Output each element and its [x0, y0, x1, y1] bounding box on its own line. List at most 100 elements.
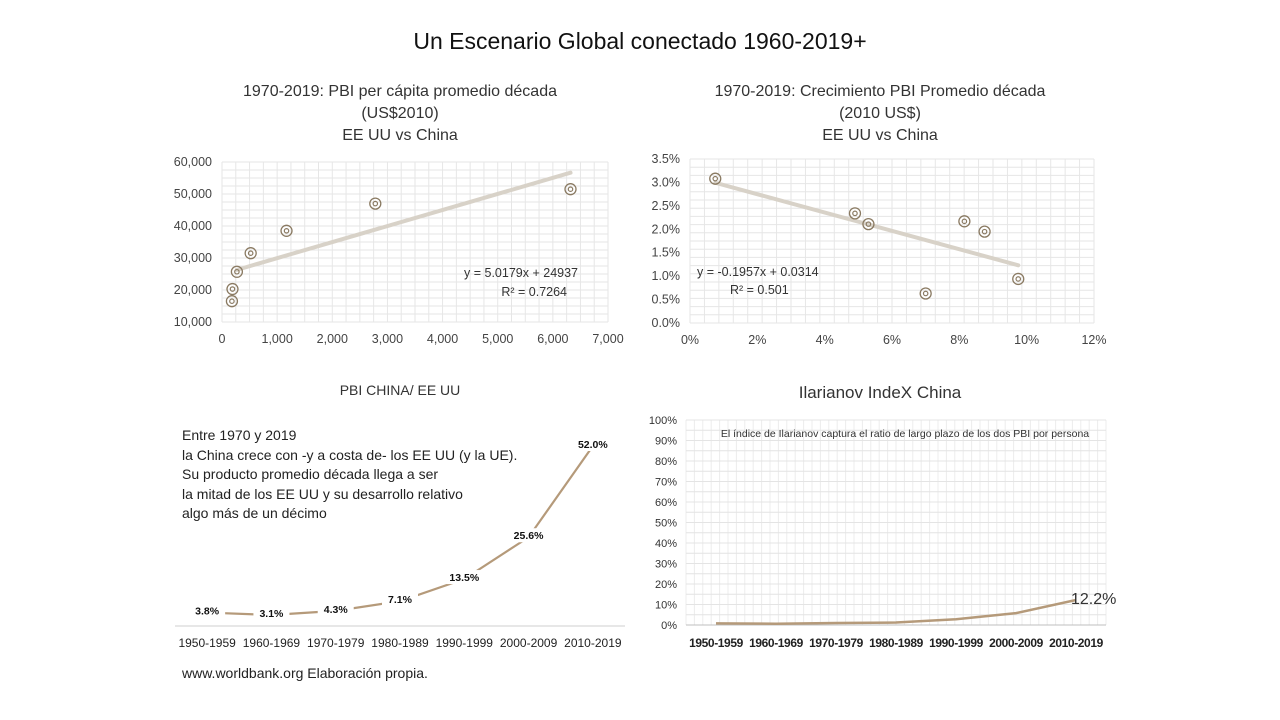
data-point-inner: [372, 200, 379, 207]
trendline: [234, 170, 573, 272]
y-tick-label: 70%: [655, 477, 677, 489]
y-tick-label: 50,000: [174, 187, 212, 201]
y-tick-label: 10,000: [174, 315, 212, 329]
data-label: 4.3%: [324, 604, 349, 616]
end-value-label: 12.2%: [1071, 591, 1116, 608]
y-tick-label: 1.5%: [652, 246, 681, 260]
data-label: 7.1%: [388, 594, 413, 606]
slide-title: Un Escenario Global conectado 1960-2019+: [413, 28, 867, 54]
data-point-inner: [922, 290, 929, 297]
data-point-inner: [981, 228, 988, 235]
x-tick-label: 8%: [950, 333, 968, 347]
data-label-bg: [446, 570, 483, 585]
data-point: [230, 265, 244, 278]
category-label: 1990-1999: [929, 636, 984, 650]
series-line: [715, 598, 1077, 626]
data-point-inner: [247, 250, 254, 257]
category-label: 1960-1969: [243, 636, 301, 650]
category-label: 1950-1959: [178, 636, 236, 650]
chart2-title-line: 1970-2019: Crecimiento PBI Promedio déca…: [714, 83, 1046, 100]
data-point-inner: [1015, 276, 1022, 282]
data-point-inner: [567, 186, 574, 193]
category-label: 1990-1999: [436, 636, 494, 650]
x-tick-label: 0: [219, 332, 226, 346]
x-tick-label: 6,000: [537, 332, 568, 346]
category-label: 1980-1989: [869, 636, 924, 650]
x-tick-label: 3,000: [372, 332, 403, 346]
y-tick-label: 2.5%: [652, 199, 681, 213]
category-label: 2010-2019: [1049, 636, 1104, 650]
y-tick-label: 2.0%: [652, 222, 681, 236]
data-label-bg: [189, 603, 226, 618]
data-point-inner: [712, 175, 719, 182]
data-point: [280, 224, 293, 237]
data-point: [848, 207, 862, 220]
chart1-title: 1970-2019: PBI per cápita promedio décad…: [200, 81, 600, 147]
data-point: [369, 197, 382, 210]
data-label-bg: [317, 601, 354, 616]
x-tick-label: 7,000: [592, 332, 623, 346]
y-tick-label: 30%: [655, 559, 677, 571]
category-label: 1980-1989: [371, 636, 429, 650]
data-point: [564, 183, 577, 196]
x-tick-label: 5,000: [482, 332, 513, 346]
data-point-inner: [865, 221, 872, 227]
chart3-note-line: la China crece con -y a costa de- los EE…: [182, 446, 518, 463]
data-point: [919, 287, 932, 300]
data-label: 3.1%: [259, 608, 284, 620]
chart4-subtitle: El índice de Ilarianov captura el ratio …: [721, 428, 1089, 440]
x-tick-label: 2%: [748, 333, 766, 347]
category-label: 1960-1969: [749, 636, 804, 650]
chart3-note-line: la mitad de los EE UU y su desarrollo re…: [182, 485, 463, 502]
chart3-note-line: Entre 1970 y 2019: [182, 427, 297, 443]
data-point-inner: [852, 210, 858, 217]
x-tick-label: 10%: [1014, 333, 1039, 347]
y-tick-label: 40,000: [174, 219, 212, 233]
y-tick-label: 20,000: [174, 283, 212, 297]
y-tick-label: 100%: [649, 415, 677, 427]
category-label: 2010-2019: [564, 636, 622, 650]
data-point-inner: [229, 298, 235, 305]
category-label: 2000-2009: [989, 636, 1044, 650]
y-tick-label: 1.0%: [652, 269, 681, 283]
data-label-bg: [574, 437, 611, 451]
y-tick-label: 80%: [655, 456, 677, 468]
source-note: www.worldbank.org Elaboración propia.: [182, 665, 428, 681]
category-label: 1950-1959: [689, 636, 744, 650]
x-tick-label: 12%: [1081, 333, 1106, 347]
chart2-title-line: EE UU vs China: [822, 127, 938, 144]
data-point-inner: [283, 228, 290, 234]
trendline-r2: R² = 0.501: [730, 283, 789, 297]
x-tick-label: 6%: [883, 333, 901, 347]
data-label: 52.0%: [578, 439, 608, 451]
data-point: [978, 225, 991, 238]
trendline-equation: y = -0.1957x + 0.0314: [697, 265, 819, 279]
category-label: 1970-1979: [809, 636, 864, 650]
data-point: [226, 282, 239, 296]
data-label-bg: [510, 528, 547, 543]
y-tick-label: 3.0%: [652, 175, 681, 189]
data-label: 13.5%: [449, 572, 479, 584]
category-label: 1970-1979: [307, 636, 365, 650]
x-tick-label: 4,000: [427, 332, 458, 346]
y-tick-label: 30,000: [174, 251, 212, 265]
chart3-title: PBI CHINA/ EE UU: [339, 382, 461, 398]
y-tick-label: 3.5%: [652, 152, 681, 166]
chart3-note: Entre 1970 y 2019 la China crece con -y …: [182, 426, 517, 524]
y-tick-label: 0.0%: [652, 316, 681, 330]
y-tick-label: 0.5%: [652, 293, 681, 307]
y-tick-label: 60,000: [174, 155, 212, 169]
y-tick-label: 90%: [655, 436, 677, 448]
chart3-note-line: algo más de un décimo: [182, 505, 327, 521]
chart2-title-line: (2010 US$): [839, 105, 921, 122]
x-tick-label: 0%: [681, 333, 699, 347]
category-label: 2000-2009: [500, 636, 558, 650]
trendline-r2: R² = 0.7264: [501, 285, 567, 299]
data-point-inner: [961, 218, 968, 225]
chart1-title-line: 1970-2019: PBI per cápita promedio décad…: [243, 83, 557, 100]
y-tick-label: 0%: [661, 620, 677, 632]
y-tick-label: 50%: [655, 518, 677, 530]
